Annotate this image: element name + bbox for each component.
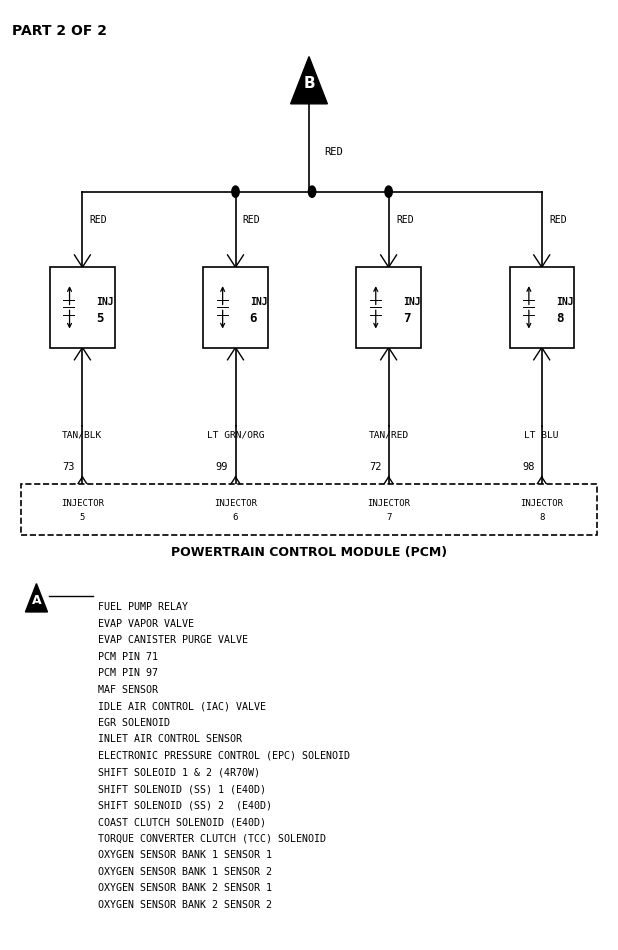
Text: 6: 6 [250,313,257,325]
Text: RED: RED [90,215,108,225]
Text: COAST CLUTCH SOLENOID (E40D): COAST CLUTCH SOLENOID (E40D) [98,817,266,827]
Text: OXYGEN SENSOR BANK 2 SENSOR 2: OXYGEN SENSOR BANK 2 SENSOR 2 [98,900,272,910]
Text: INJECTOR: INJECTOR [214,500,257,508]
Bar [50,267,114,348]
Text: 73: 73 [62,462,75,472]
Text: INJECTOR: INJECTOR [367,500,410,508]
Circle shape [385,186,392,198]
Text: SHIFT SOLENOID (SS) 2  (E40D): SHIFT SOLENOID (SS) 2 (E40D) [98,801,272,810]
Text: EGR SOLENOID: EGR SOLENOID [98,718,170,728]
Text: OXYGEN SENSOR BANK 1 SENSOR 2: OXYGEN SENSOR BANK 1 SENSOR 2 [98,866,272,877]
Text: LT BLU: LT BLU [525,430,559,440]
Text: SHIFT SOLEOID 1 & 2 (4R70W): SHIFT SOLEOID 1 & 2 (4R70W) [98,768,260,777]
Text: LT GRN/ORG: LT GRN/ORG [207,430,265,440]
Text: RED: RED [396,215,413,225]
Text: INJECTOR: INJECTOR [520,500,563,508]
Text: RED: RED [549,215,567,225]
Text: INJECTOR: INJECTOR [61,500,104,508]
Text: 8: 8 [556,313,564,325]
Text: OXYGEN SENSOR BANK 2 SENSOR 1: OXYGEN SENSOR BANK 2 SENSOR 1 [98,884,272,893]
Text: B: B [303,77,315,91]
Polygon shape [25,583,48,612]
Text: 7: 7 [386,513,391,522]
Text: PCM PIN 71: PCM PIN 71 [98,652,158,662]
Text: TORQUE CONVERTER CLUTCH (TCC) SOLENOID: TORQUE CONVERTER CLUTCH (TCC) SOLENOID [98,833,326,844]
Text: PART 2 OF 2: PART 2 OF 2 [12,24,107,38]
Text: A: A [32,594,41,606]
Circle shape [232,186,239,198]
Text: POWERTRAIN CONTROL MODULE (PCM): POWERTRAIN CONTROL MODULE (PCM) [171,546,447,559]
Text: 5: 5 [96,313,104,325]
Text: MAF SENSOR: MAF SENSOR [98,685,158,694]
Text: ELECTRONIC PRESSURE CONTROL (EPC) SOLENOID: ELECTRONIC PRESSURE CONTROL (EPC) SOLENO… [98,750,350,761]
Text: PCM PIN 97: PCM PIN 97 [98,669,158,678]
Circle shape [308,186,316,198]
Text: 7: 7 [403,313,410,325]
Text: 5: 5 [80,513,85,522]
Text: 98: 98 [522,462,535,472]
Text: 99: 99 [216,462,228,472]
Text: EVAP VAPOR VALVE: EVAP VAPOR VALVE [98,618,193,629]
Bar [21,484,597,535]
Text: 6: 6 [233,513,238,522]
Text: RED: RED [243,215,260,225]
Text: 8: 8 [539,513,544,522]
Text: IDLE AIR CONTROL (IAC) VALVE: IDLE AIR CONTROL (IAC) VALVE [98,701,266,712]
Text: INJ: INJ [556,296,574,307]
Text: SHIFT SOLENOID (SS) 1 (E40D): SHIFT SOLENOID (SS) 1 (E40D) [98,784,266,794]
Bar [203,267,268,348]
Text: 72: 72 [369,462,381,472]
Text: INJ: INJ [403,296,420,307]
Bar [510,267,574,348]
Text: EVAP CANISTER PURGE VALVE: EVAP CANISTER PURGE VALVE [98,636,248,645]
Text: TAN/RED: TAN/RED [368,430,408,440]
Text: OXYGEN SENSOR BANK 1 SENSOR 1: OXYGEN SENSOR BANK 1 SENSOR 1 [98,850,272,860]
Text: RED: RED [324,147,343,158]
Bar [357,267,421,348]
Text: INJ: INJ [96,296,114,307]
Text: INLET AIR CONTROL SENSOR: INLET AIR CONTROL SENSOR [98,734,242,745]
Text: FUEL PUMP RELAY: FUEL PUMP RELAY [98,602,188,612]
Polygon shape [290,57,328,104]
Text: TAN/BLK: TAN/BLK [62,430,103,440]
Text: INJ: INJ [250,296,267,307]
